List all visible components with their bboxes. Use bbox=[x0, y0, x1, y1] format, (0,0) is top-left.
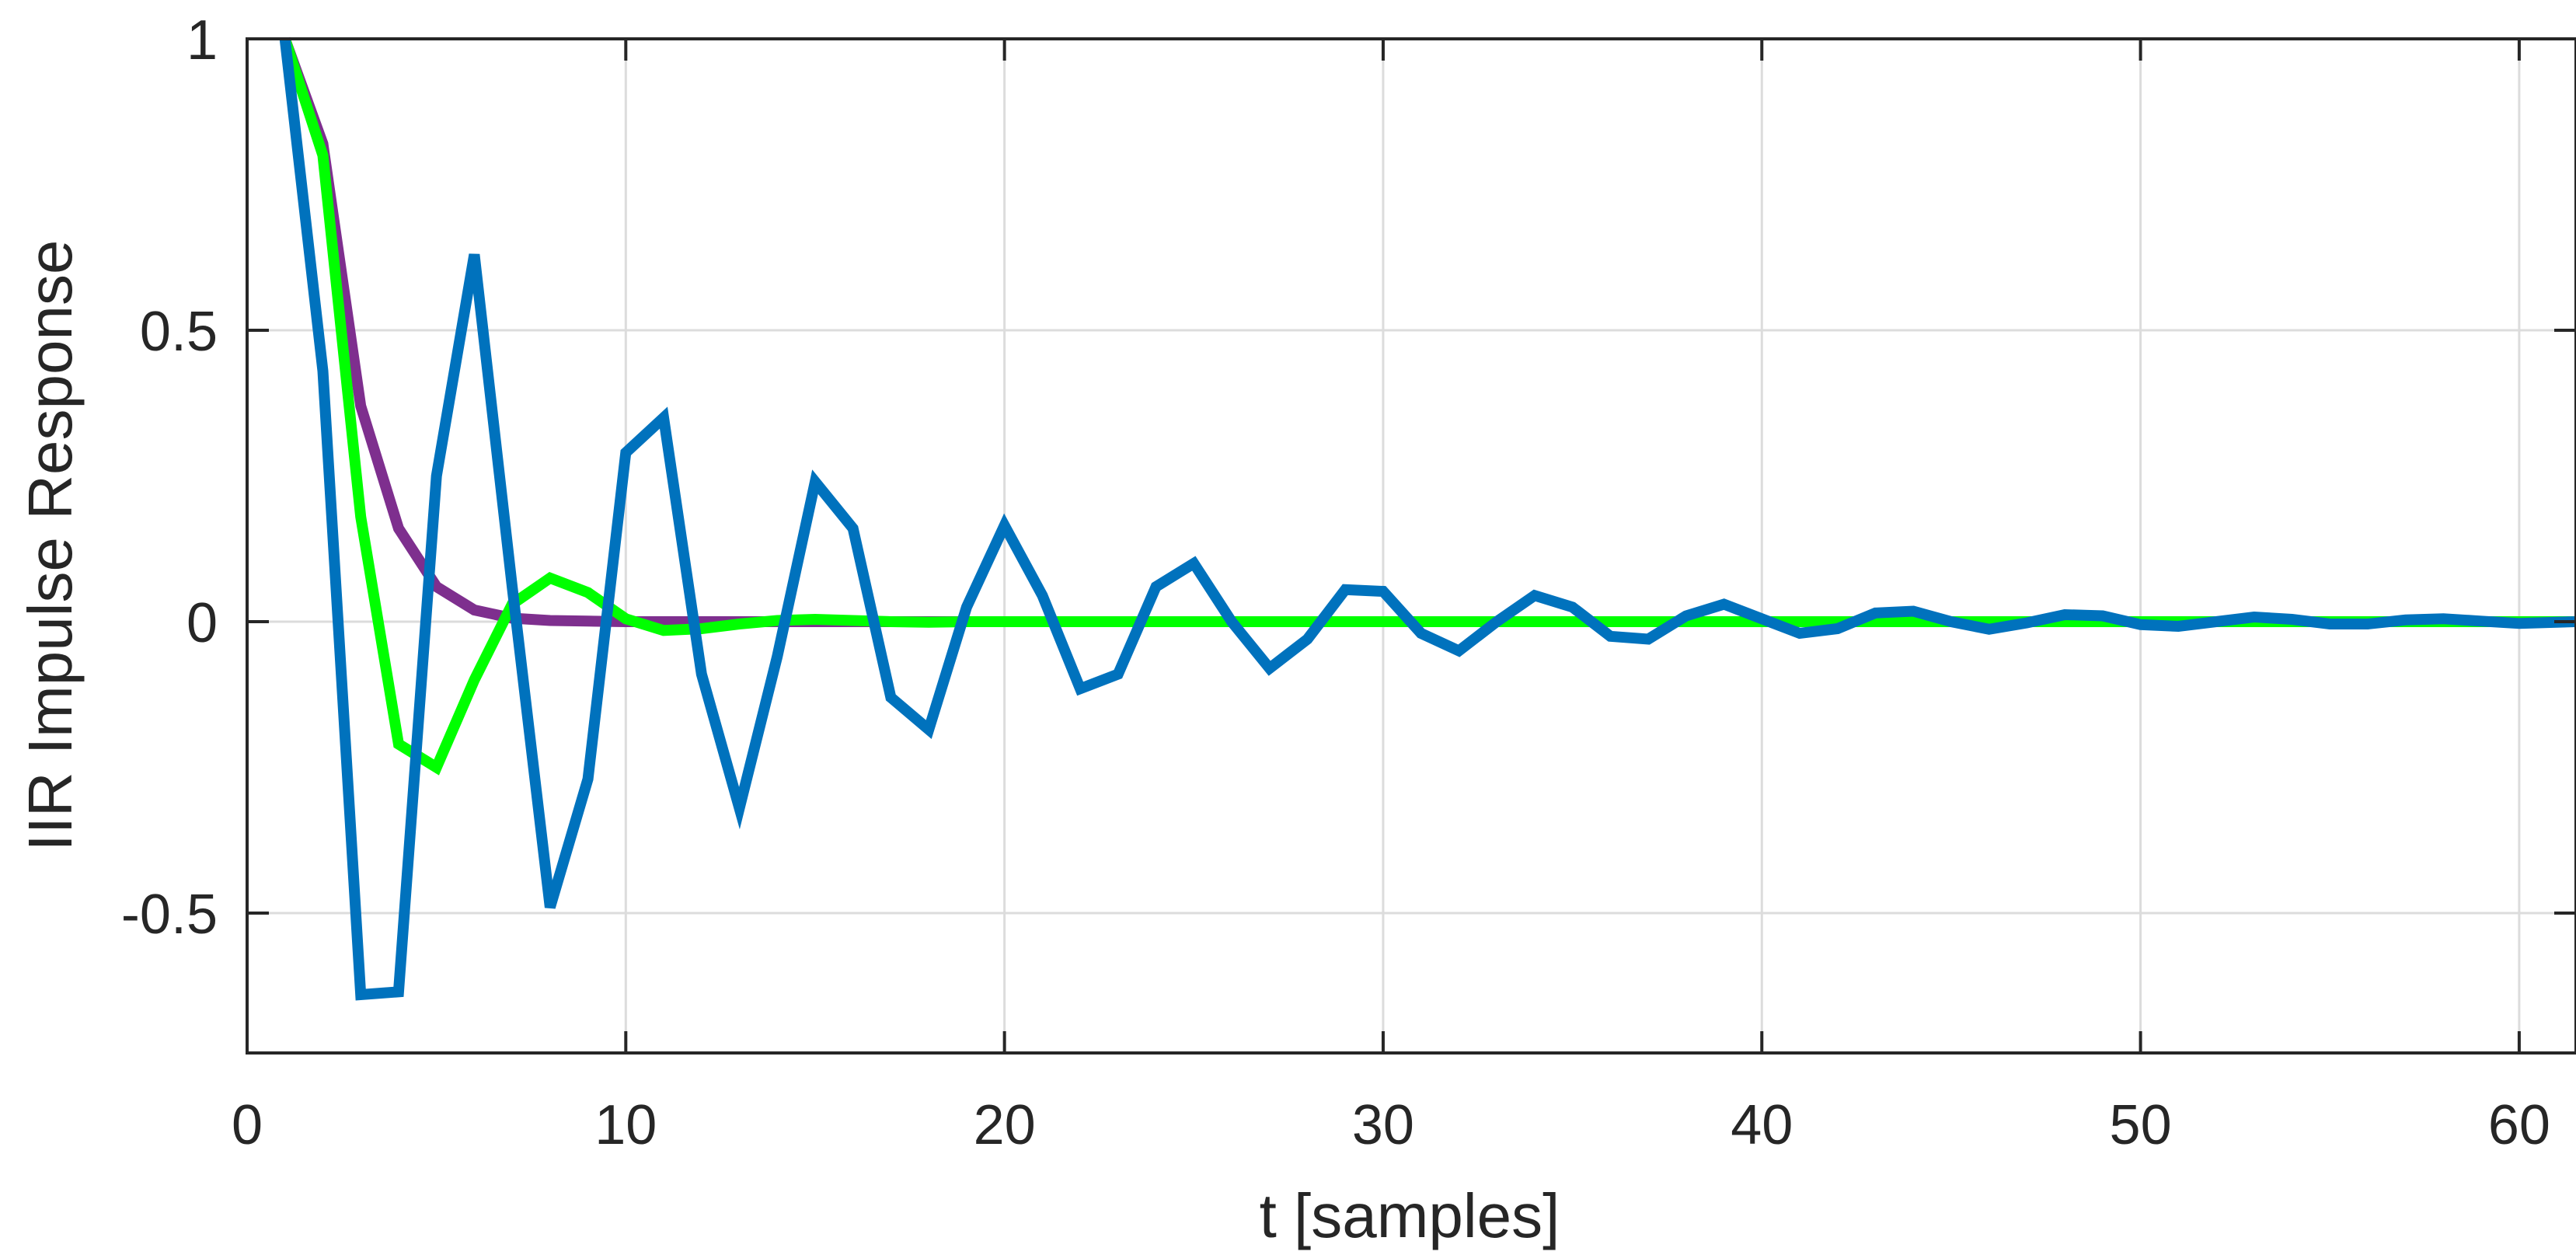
x-tick-label: 60 bbox=[2488, 1094, 2550, 1156]
x-tick-label: 10 bbox=[594, 1094, 657, 1156]
x-axis-title: t [samples] bbox=[1260, 1181, 1560, 1250]
y-tick-label: 0.5 bbox=[140, 301, 218, 363]
y-tick-label: 1 bbox=[186, 9, 218, 71]
x-tick-label: 30 bbox=[1352, 1094, 1414, 1156]
series-layer bbox=[279, 37, 2576, 1001]
y-axis-title: IIR Impulse Response bbox=[16, 239, 85, 851]
x-tick-label: 50 bbox=[2110, 1094, 2172, 1156]
y-tick-label: -0.5 bbox=[121, 884, 218, 946]
plot-frame bbox=[246, 37, 2576, 1055]
x-tick-label: 0 bbox=[232, 1094, 263, 1156]
y-tick-labels: -0.5 0 0.5 1 bbox=[121, 9, 218, 946]
y-tick-label: 0 bbox=[186, 592, 218, 654]
x-tick-label: 20 bbox=[974, 1094, 1036, 1156]
x-tick-labels: 0 10 20 30 40 50 60 bbox=[232, 1094, 2550, 1156]
tick-marks bbox=[246, 37, 2576, 1053]
plot-background bbox=[247, 39, 2576, 1053]
x-tick-label: 40 bbox=[1731, 1094, 1793, 1156]
series-line-3 bbox=[279, 38, 2576, 1001]
